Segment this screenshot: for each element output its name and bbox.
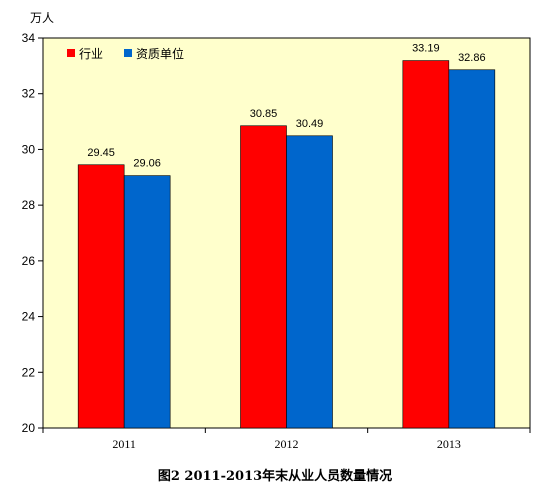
y-axis-unit-label: 万人 [30,11,54,25]
legend-swatch [124,49,132,57]
value-label: 29.06 [133,158,161,170]
y-tick-label: 20 [22,421,36,435]
value-labels: 29.45 29.06 30.85 30.49 33.19 32.86 [87,43,485,170]
bar-qualified-units-2011 [123,175,171,429]
bars [77,60,496,429]
y-tick-label: 26 [22,254,36,268]
legend-label: 资质单位 [136,46,184,61]
y-tick-label: 24 [22,310,36,324]
y-tick-label: 30 [22,142,36,156]
value-label: 32.86 [458,52,486,64]
y-tick-label: 34 [22,31,36,45]
bar-qualified-units-2012 [286,135,333,429]
bar-industry-2013 [402,60,450,429]
bar-industry-2011 [77,164,125,429]
legend: 行业 资质单位 [67,46,184,61]
y-tick-label: 32 [22,87,36,101]
x-tick-label: 2013 [437,437,461,451]
bar-qualified-units-2013 [448,69,496,429]
axes: 2011 2012 2013 20 22 24 26 28 30 32 34 [22,31,531,451]
legend-swatch [67,49,75,57]
value-label: 30.49 [296,118,324,130]
value-label: 33.19 [412,43,440,55]
value-label: 29.45 [87,147,115,159]
y-tick-label: 28 [22,198,36,212]
bar-industry-2012 [240,125,287,429]
x-tick-label: 2012 [275,437,299,451]
legend-label: 行业 [79,47,103,61]
x-tick-label: 2011 [112,437,136,451]
chart-caption: 图2 2011-2013年末从业人员数量情况 [158,468,392,484]
y-tick-label: 22 [22,365,36,379]
value-label: 30.85 [250,108,278,120]
